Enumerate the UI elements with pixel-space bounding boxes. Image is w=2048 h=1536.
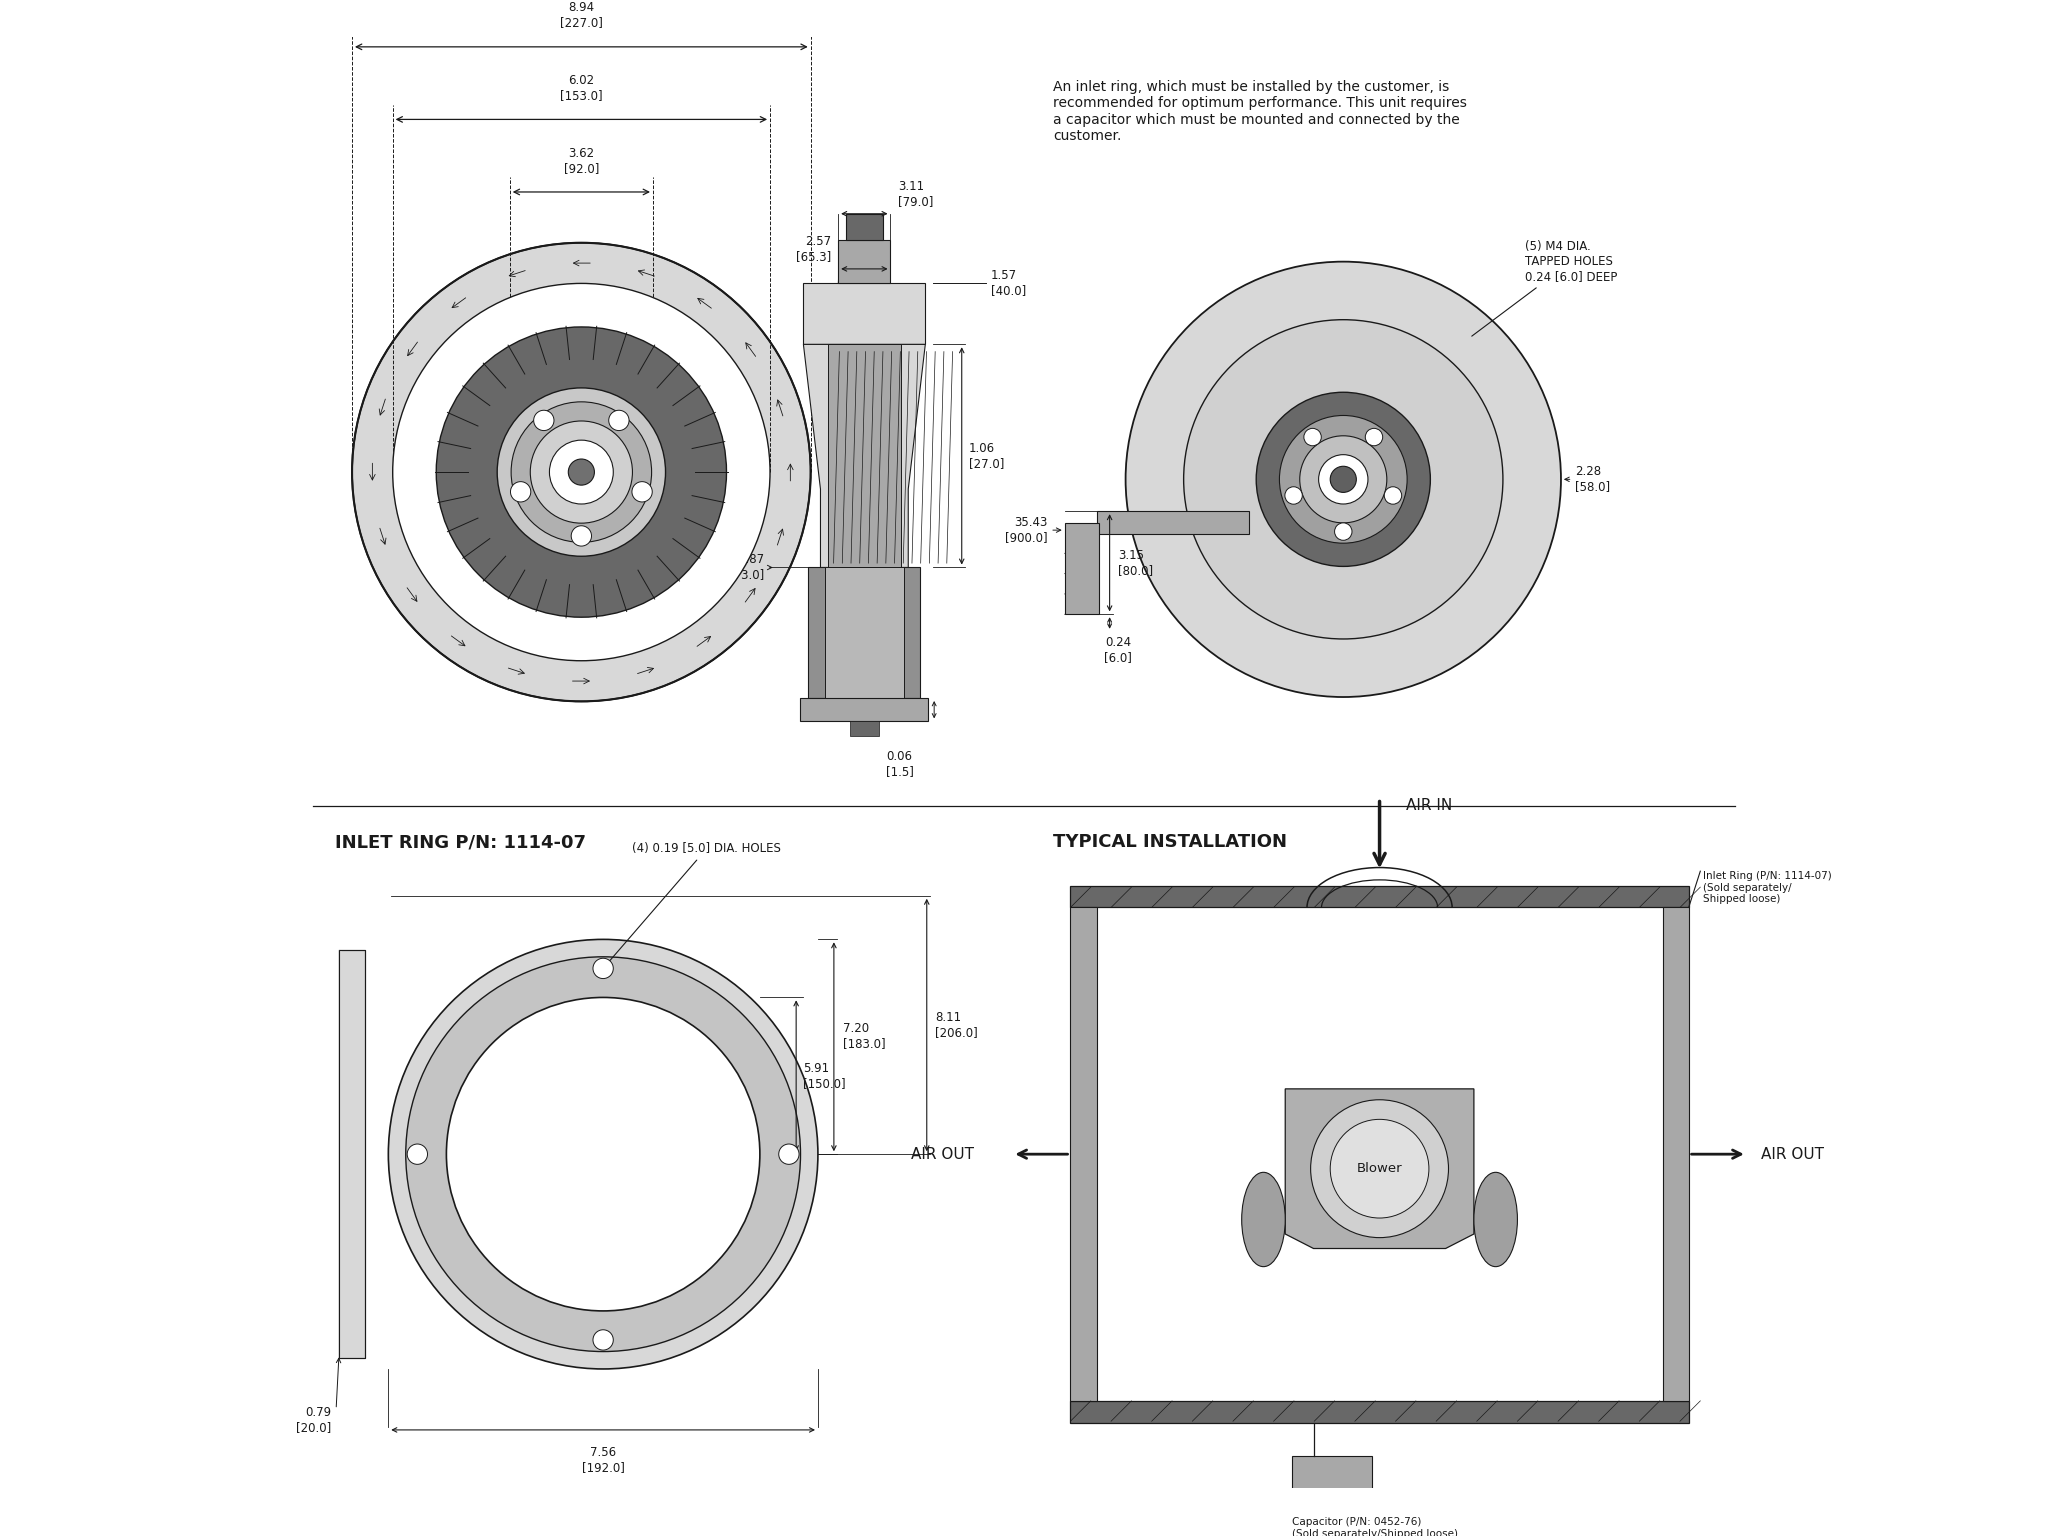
Ellipse shape [393, 284, 770, 660]
Ellipse shape [530, 421, 633, 524]
Bar [1065, 522, 1100, 614]
Circle shape [535, 410, 555, 430]
Text: 1.57
[40.0]: 1.57 [40.0] [991, 269, 1026, 298]
Bar [838, 240, 891, 284]
Ellipse shape [1255, 392, 1430, 567]
Polygon shape [340, 951, 356, 1358]
Ellipse shape [1319, 455, 1368, 504]
Text: 3.11
[79.0]: 3.11 [79.0] [897, 180, 934, 207]
Bar [803, 284, 926, 344]
Text: TYPICAL INSTALLATION: TYPICAL INSTALLATION [1053, 833, 1286, 851]
Text: (4) 0.19 [5.0] DIA. HOLES: (4) 0.19 [5.0] DIA. HOLES [604, 842, 780, 966]
Circle shape [1384, 487, 1401, 504]
PathPatch shape [803, 344, 926, 567]
Bar [1096, 511, 1249, 535]
Bar [1071, 886, 1690, 908]
Text: AIR IN: AIR IN [1405, 799, 1452, 814]
PathPatch shape [1286, 1089, 1475, 1249]
Bar [825, 567, 903, 697]
Text: 3.15
[80.0]: 3.15 [80.0] [1118, 548, 1153, 578]
Ellipse shape [1475, 1172, 1518, 1267]
Circle shape [1305, 429, 1321, 445]
Circle shape [446, 997, 760, 1310]
Text: 6.02
[153.0]: 6.02 [153.0] [559, 74, 602, 101]
Bar [846, 214, 883, 240]
Bar [340, 951, 365, 1358]
Text: 2.87
[73.0]: 2.87 [73.0] [729, 553, 764, 582]
Text: (5) M4 DIA.
TAPPED HOLES
0.24 [6.0] DEEP: (5) M4 DIA. TAPPED HOLES 0.24 [6.0] DEEP [1473, 241, 1618, 336]
Text: 8.11
[206.0]: 8.11 [206.0] [936, 1011, 979, 1038]
Text: 35.43
[900.0]: 35.43 [900.0] [1006, 516, 1047, 544]
Ellipse shape [1300, 436, 1386, 522]
Text: Inlet Ring (P/N: 1114-07)
(Sold separately/
Shipped loose): Inlet Ring (P/N: 1114-07) (Sold separate… [1704, 871, 1833, 905]
Circle shape [594, 958, 612, 978]
Circle shape [571, 525, 592, 547]
Text: An inlet ring, which must be installed by the customer, is
recommended for optim: An inlet ring, which must be installed b… [1053, 80, 1466, 143]
Ellipse shape [1331, 1120, 1430, 1218]
Circle shape [1331, 467, 1356, 493]
Bar [1663, 908, 1690, 1401]
Ellipse shape [1241, 1172, 1286, 1267]
Text: 2.28
[58.0]: 2.28 [58.0] [1575, 465, 1610, 493]
Circle shape [633, 482, 651, 502]
Text: 3.62
[92.0]: 3.62 [92.0] [563, 146, 600, 175]
Text: 1.06
[27.0]: 1.06 [27.0] [969, 442, 1004, 470]
Text: 8.94
[227.0]: 8.94 [227.0] [559, 2, 602, 29]
Ellipse shape [549, 441, 612, 504]
Ellipse shape [352, 243, 811, 702]
Circle shape [408, 1144, 428, 1164]
Bar [827, 344, 901, 567]
Bar [1292, 1456, 1372, 1502]
Text: AIR OUT: AIR OUT [911, 1147, 973, 1161]
Bar [850, 722, 879, 736]
Ellipse shape [1311, 1100, 1448, 1238]
Bar [1071, 908, 1096, 1401]
Circle shape [567, 459, 594, 485]
Text: Capacitor (P/N: 0452-76)
(Sold separately/Shipped loose): Capacitor (P/N: 0452-76) (Sold separatel… [1292, 1518, 1458, 1536]
Text: 0.24
[6.0]: 0.24 [6.0] [1104, 636, 1133, 664]
Text: 2.57
[65.3]: 2.57 [65.3] [797, 235, 831, 263]
Text: INLET RING P/N: 1114-07: INLET RING P/N: 1114-07 [334, 833, 586, 851]
Circle shape [389, 940, 817, 1369]
Bar [809, 567, 920, 697]
Ellipse shape [1280, 415, 1407, 544]
Text: 5.91
[150.0]: 5.91 [150.0] [803, 1061, 846, 1091]
Circle shape [406, 957, 801, 1352]
Text: Blower: Blower [1356, 1163, 1403, 1175]
Text: 0.06
[1.5]: 0.06 [1.5] [887, 751, 913, 779]
Ellipse shape [498, 389, 666, 556]
Ellipse shape [512, 402, 651, 542]
Circle shape [608, 410, 629, 430]
Bar [1071, 1401, 1690, 1422]
Text: 7.56
[192.0]: 7.56 [192.0] [582, 1445, 625, 1475]
Ellipse shape [1126, 261, 1561, 697]
Ellipse shape [1184, 319, 1503, 639]
Circle shape [1366, 429, 1382, 445]
Bar [340, 951, 365, 1358]
Circle shape [1335, 522, 1352, 541]
Circle shape [1284, 487, 1303, 504]
Circle shape [510, 482, 530, 502]
Text: AIR OUT: AIR OUT [1761, 1147, 1825, 1161]
Text: 7.20
[183.0]: 7.20 [183.0] [842, 1021, 885, 1051]
Text: 0.79
[20.0]: 0.79 [20.0] [297, 1405, 332, 1433]
Circle shape [778, 1144, 799, 1164]
Bar [801, 697, 928, 722]
Ellipse shape [436, 327, 727, 617]
Circle shape [594, 1330, 612, 1350]
